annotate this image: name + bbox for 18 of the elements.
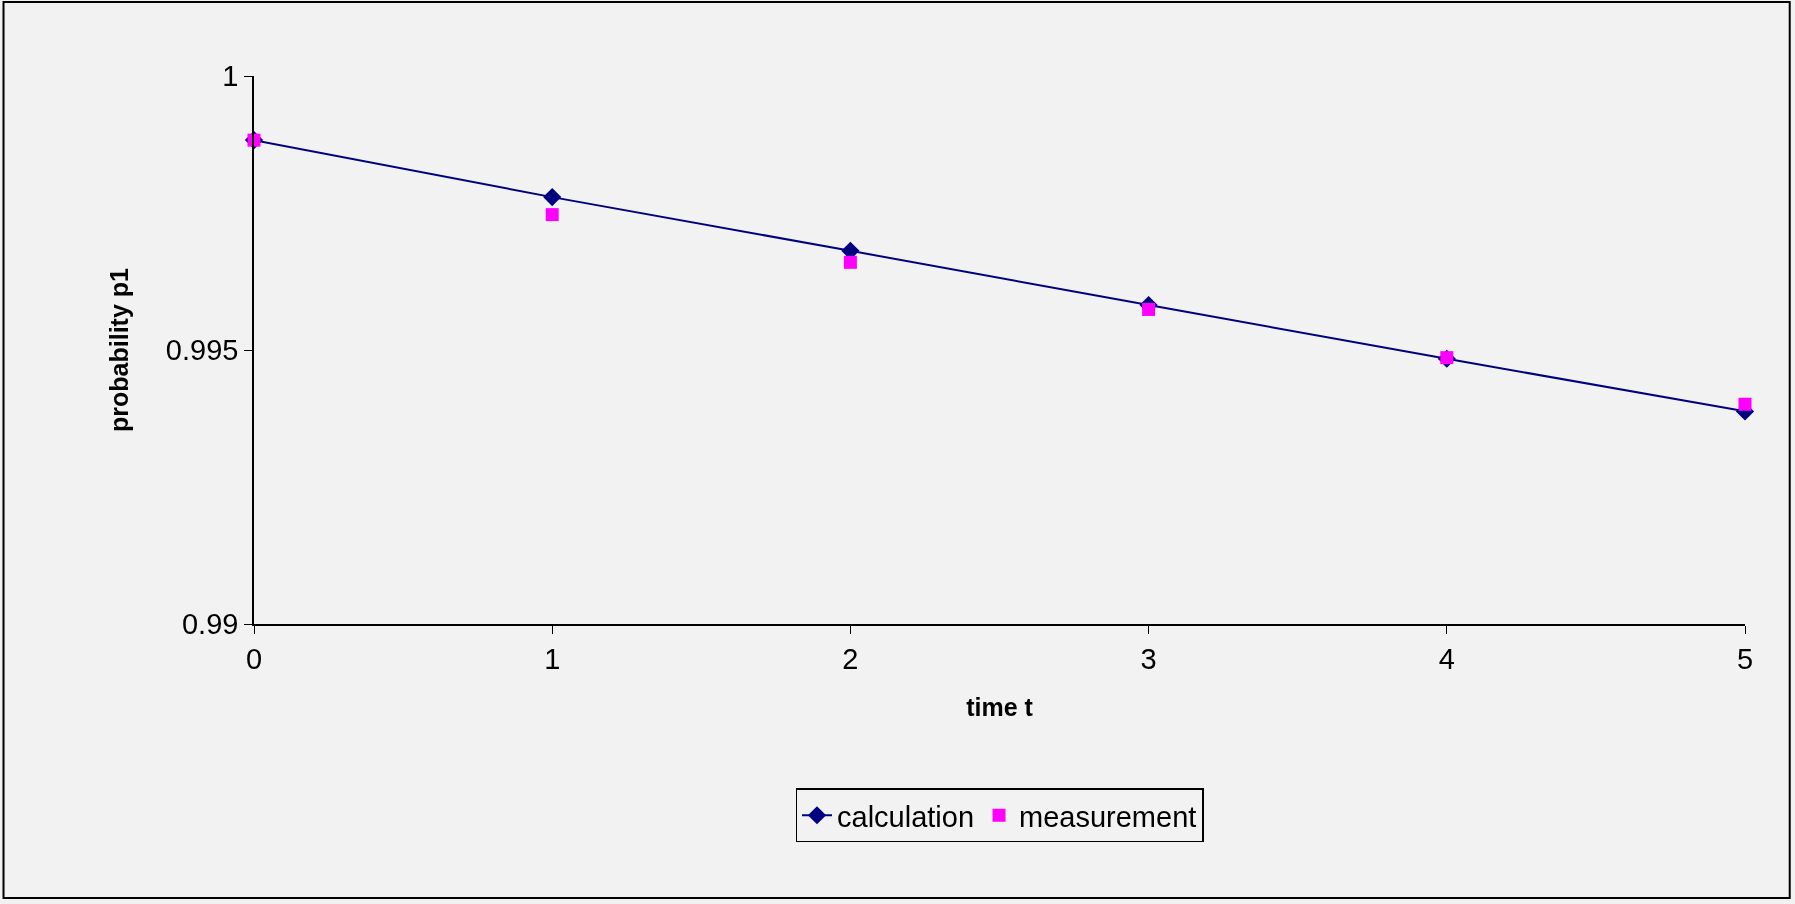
y-tick-label: 1 [222,60,239,93]
x-tick-label: 4 [1438,642,1455,675]
y-tick-label: 0.99 [182,608,239,641]
y-axis-title: probability p1 [105,267,134,432]
point [1142,302,1156,316]
x-tick-label: 0 [245,642,263,675]
x-tick-label: 1 [544,642,561,675]
y-tick-label: 0.995 [165,334,239,367]
legend-label: measurement [1019,800,1197,833]
legend-label: calculation [837,800,975,833]
x-tick-label: 2 [842,642,859,675]
x-tick-label: 5 [1736,642,1754,675]
point [1738,397,1752,411]
x-tick-label: 3 [1140,642,1157,675]
x-axis-title: time t [966,693,1034,722]
point [545,208,559,222]
point [843,255,857,269]
point [543,188,562,207]
